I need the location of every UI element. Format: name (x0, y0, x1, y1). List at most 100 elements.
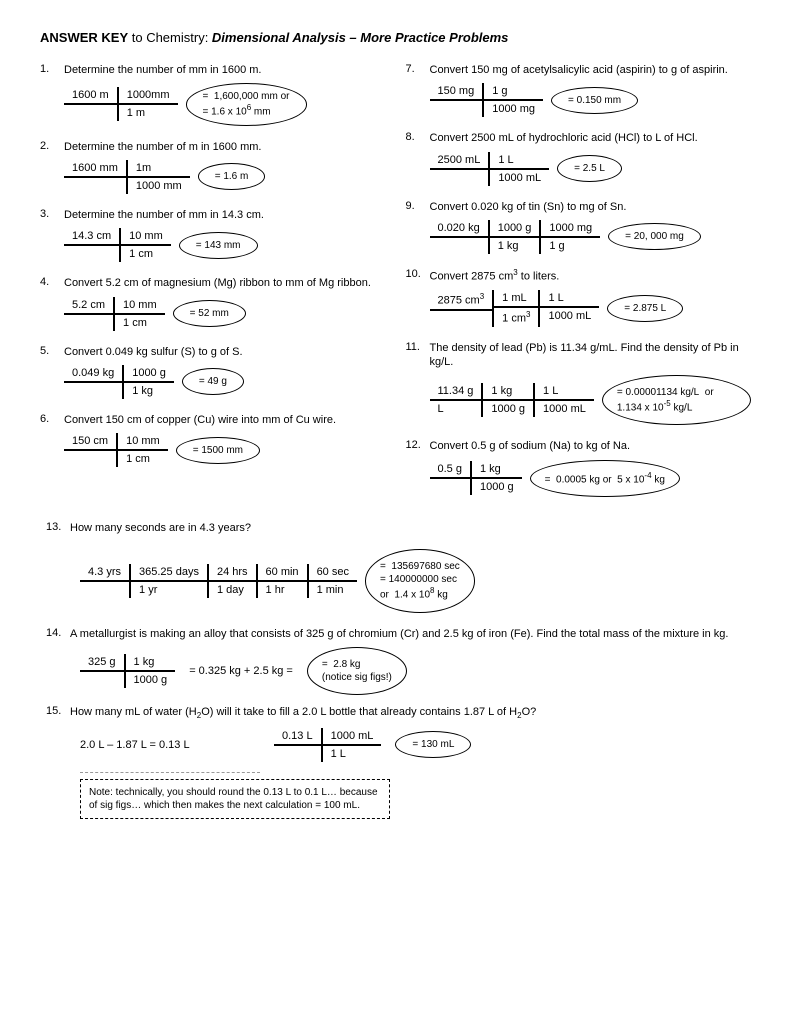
cell: 1 kg (126, 654, 176, 672)
cell: 10 mm (118, 433, 168, 451)
p8-answer: = 2.5 L (557, 155, 622, 182)
p6-num: 6. (40, 413, 64, 425)
cell: 150 cm (64, 433, 116, 451)
p3-num: 3. (40, 208, 64, 220)
p14-mid: = 0.325 kg + 2.5 kg = (189, 665, 293, 677)
p4-text: Convert 5.2 cm of magnesium (Mg) ribbon … (64, 276, 386, 290)
cell: 1 L (323, 746, 382, 762)
p10-num: 10. (406, 268, 430, 280)
p7-table: 150 mg 1 g1000 mg (430, 83, 544, 117)
title-plain: to Chemistry: (128, 30, 212, 45)
cell: 1000 mL (490, 170, 549, 186)
p14-answer: = 2.8 kg(notice sig figs!) (307, 647, 407, 695)
p1-answer: = 1,600,000 mm or= 1.6 x 106 mm (186, 83, 307, 125)
cell: 1000 mL (535, 401, 594, 417)
cell (64, 178, 126, 194)
cell: 11.34 g (430, 383, 482, 401)
p12-answer: = 0.0005 kg or 5 x 10-4 kg (530, 460, 680, 497)
p13-num: 13. (40, 521, 70, 533)
cell: 1000 mg (541, 220, 600, 238)
p4-answer: = 52 mm (173, 300, 246, 327)
p6-table: 150 cm 10 mm1 cm (64, 433, 168, 467)
cell: 10 mm (115, 297, 165, 315)
cell: 14.3 cm (64, 228, 119, 246)
cell (80, 672, 124, 688)
cell: 1 kg (490, 238, 540, 254)
p13-table: 4.3 yrs 365.25 days1 yr 24 hrs1 day 60 m… (80, 564, 357, 598)
p2-answer: = 1.6 m (198, 163, 266, 190)
cell: 1 kg (483, 383, 533, 401)
title-italic: Dimensional Analysis – More Practice Pro… (212, 30, 508, 45)
cell: 1 cm (115, 315, 165, 331)
p11-table: 11.34 gL 1 kg1000 g 1 L1000 mL (430, 383, 594, 417)
p15-pre: 2.0 L – 1.87 L = 0.13 L (80, 739, 260, 751)
p4-table: 5.2 cm 10 mm1 cm (64, 297, 165, 331)
p2-num: 2. (40, 140, 64, 152)
cell: 0.049 kg (64, 365, 122, 383)
cell: 1000 g (472, 479, 522, 495)
p8-num: 8. (406, 131, 430, 143)
cell: 60 min (258, 564, 307, 582)
cell: 1m (128, 160, 190, 178)
cell: 1 g (541, 238, 600, 254)
cell (430, 238, 488, 254)
cell: 1 mL (494, 290, 538, 308)
p6-text: Convert 150 cm of copper (Cu) wire into … (64, 413, 386, 427)
cell: 1 L (490, 152, 549, 170)
cell: 365.25 days (131, 564, 207, 582)
cell (64, 451, 116, 467)
p15-table: 0.13 L 1000 mL1 L (274, 728, 381, 762)
p5-text: Convert 0.049 kg sulfur (S) to g of S. (64, 345, 386, 359)
cell: 60 sec (309, 564, 357, 582)
cell (80, 582, 129, 598)
p13-answer: = 135697680 sec= 140000000 secor 1.4 x 1… (365, 549, 475, 612)
p13-text: How many seconds are in 4.3 years? (70, 521, 751, 535)
cell (430, 101, 483, 117)
p9-num: 9. (406, 200, 430, 212)
p5-table: 0.049 kg 1000 g1 kg (64, 365, 174, 399)
p11-text: The density of lead (Pb) is 11.34 g/mL. … (430, 341, 752, 370)
cell (274, 746, 321, 762)
p15-text: How many mL of water (H2O) will it take … (70, 705, 751, 722)
cell: 1 m (119, 105, 178, 121)
cell (430, 311, 493, 327)
cell: 10 mm (121, 228, 171, 246)
p8-text: Convert 2500 mL of hydrochloric acid (HC… (430, 131, 752, 145)
p7-answer: = 0.150 mm (551, 87, 638, 114)
p1-table: 1600 m 1000mm1 m (64, 87, 178, 121)
cell (430, 479, 470, 495)
cell: 1600 m (64, 87, 117, 105)
p14-table: 325 g 1 kg1000 g (80, 654, 175, 688)
title-bold: ANSWER KEY (40, 30, 128, 45)
p12-text: Convert 0.5 g of sodium (Na) to kg of Na… (430, 439, 752, 453)
p4-num: 4. (40, 276, 64, 288)
cell: 1 hr (258, 582, 307, 598)
cell: 150 mg (430, 83, 483, 101)
cell: 1000 mg (484, 101, 543, 117)
cell: 1000 mL (540, 308, 599, 324)
cell: 1000 g (126, 672, 176, 688)
cell: 24 hrs (209, 564, 256, 582)
p10-answer: = 2.875 L (607, 295, 683, 322)
cell: 4.3 yrs (80, 564, 129, 582)
p12-num: 12. (406, 439, 430, 451)
cell: 1 yr (131, 582, 207, 598)
p11-answer: = 0.00001134 kg/L or 1.134 x 10-5 kg/L (602, 375, 751, 425)
cell (64, 315, 113, 331)
p7-text: Convert 150 mg of acetylsalicylic acid (… (430, 63, 752, 77)
cell: 1 cm (118, 451, 168, 467)
cell: 1 g (484, 83, 543, 101)
p3-table: 14.3 cm 10 mm1 cm (64, 228, 171, 262)
cell: 1 min (309, 582, 357, 598)
p9-answer: = 20, 000 mg (608, 223, 701, 250)
p10-table: 2875 cm3 1 mL1 cm3 1 L1000 mL (430, 290, 600, 327)
cell (64, 383, 122, 399)
p15-answer: = 130 mL (395, 731, 471, 758)
cell: 1000 g (124, 365, 174, 383)
cell: 1000 mL (323, 728, 382, 746)
cell: 1 L (535, 383, 594, 401)
p8-table: 2500 mL 1 L1000 mL (430, 152, 550, 186)
p5-answer: = 49 g (182, 368, 244, 395)
cell: 1 cm3 (494, 308, 538, 327)
p10-text: Convert 2875 cm3 to liters. (430, 268, 752, 284)
